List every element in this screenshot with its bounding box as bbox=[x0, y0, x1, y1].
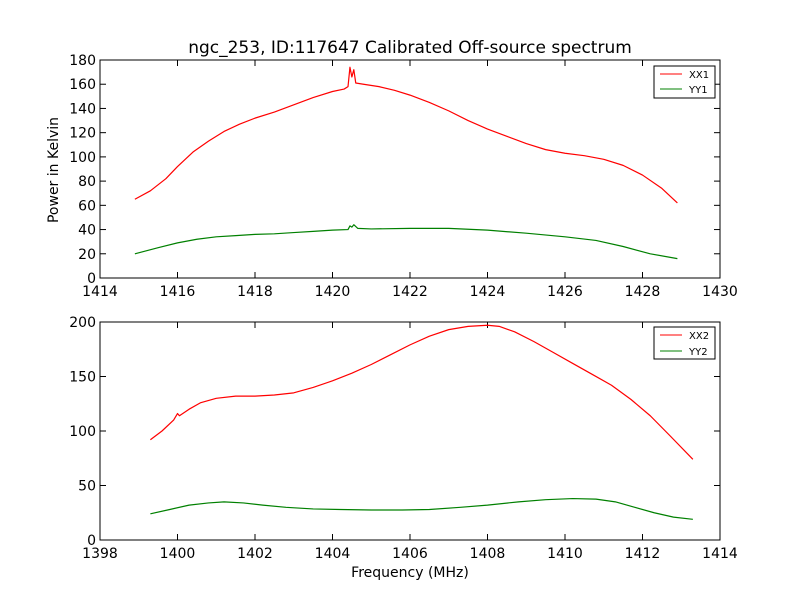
y-tick-label: 140 bbox=[69, 101, 96, 117]
x-tick-label: 1414 bbox=[82, 284, 118, 300]
x-tick-label: 1418 bbox=[237, 284, 273, 300]
bottom-axes: 1398 1400 1402 1404 1406 1408 1410 1412 1414 0 50 1… bbox=[69, 315, 738, 562]
y-tick-label: 120 bbox=[69, 126, 96, 142]
y-tick-label: 40 bbox=[78, 223, 96, 239]
y-tick-label: 100 bbox=[69, 424, 96, 440]
x-axis-label: Frequency (MHz) bbox=[351, 565, 469, 581]
x-tick-label: 1414 bbox=[702, 546, 738, 562]
y-tick-label: 50 bbox=[78, 479, 96, 495]
series-line-yy1 bbox=[134, 224, 678, 260]
x-tick-label: 1406 bbox=[392, 546, 428, 562]
y-tick-label: 80 bbox=[78, 174, 96, 190]
x-tick-label: 1416 bbox=[160, 284, 196, 300]
plot-frame bbox=[99, 59, 721, 279]
x-tick-label: 1424 bbox=[470, 284, 506, 300]
y-tick-label: 20 bbox=[78, 247, 96, 263]
y-axis-label: Power in Kelvin bbox=[46, 117, 62, 223]
top-legend: XX1 YY1 bbox=[653, 65, 716, 99]
series-line-xx1 bbox=[134, 66, 678, 204]
x-tick-label: 1410 bbox=[547, 546, 583, 562]
legend-label-yy2: YY2 bbox=[688, 347, 708, 358]
legend-label-xx2: XX2 bbox=[689, 331, 709, 342]
legend-box bbox=[653, 326, 716, 360]
x-tick-label: 1404 bbox=[315, 546, 351, 562]
x-tick-label: 1420 bbox=[315, 284, 351, 300]
panel-top: ngc_253, ID:117647 Calibrated Off-source… bbox=[46, 38, 738, 300]
bottom-legend: XX2 YY2 bbox=[653, 326, 716, 360]
x-tick-label: 1428 bbox=[625, 284, 661, 300]
chart-title: ngc_253, ID:117647 Calibrated Off-source… bbox=[188, 38, 632, 58]
panel-bottom: Frequency (MHz) 1398 1400 1402 1404 1406 1408… bbox=[69, 315, 738, 581]
y-tick-label: 0 bbox=[87, 271, 96, 287]
x-tick-label: 1400 bbox=[160, 546, 196, 562]
series-line-xx2 bbox=[150, 324, 694, 460]
y-tick-label: 200 bbox=[69, 315, 96, 331]
y-tick-label: 60 bbox=[78, 198, 96, 214]
bottom-series bbox=[150, 324, 694, 520]
y-tick-label: 180 bbox=[69, 53, 96, 69]
x-tick-label: 1408 bbox=[470, 546, 506, 562]
y-tick-label: 160 bbox=[69, 77, 96, 93]
x-tick-label: 1412 bbox=[625, 546, 661, 562]
y-tick-label: 150 bbox=[69, 370, 96, 386]
legend-box bbox=[653, 65, 716, 99]
y-tick-label: 0 bbox=[87, 533, 96, 549]
x-tick-label: 1402 bbox=[237, 546, 273, 562]
legend-label-yy1: YY1 bbox=[688, 85, 708, 96]
top-axes: 1414 1416 1418 1420 1422 1424 1426 1428 1430 0 20 4… bbox=[69, 53, 738, 300]
legend-label-xx1: XX1 bbox=[689, 70, 709, 81]
top-series bbox=[134, 66, 678, 260]
x-tick-label: 1426 bbox=[547, 284, 583, 300]
plot-frame bbox=[99, 321, 721, 541]
x-tick-label: 1430 bbox=[702, 284, 738, 300]
x-tick-label: 1422 bbox=[392, 284, 428, 300]
series-line-yy2 bbox=[150, 497, 693, 520]
x-tick-label: 1398 bbox=[82, 546, 118, 562]
y-tick-label: 100 bbox=[69, 150, 96, 166]
